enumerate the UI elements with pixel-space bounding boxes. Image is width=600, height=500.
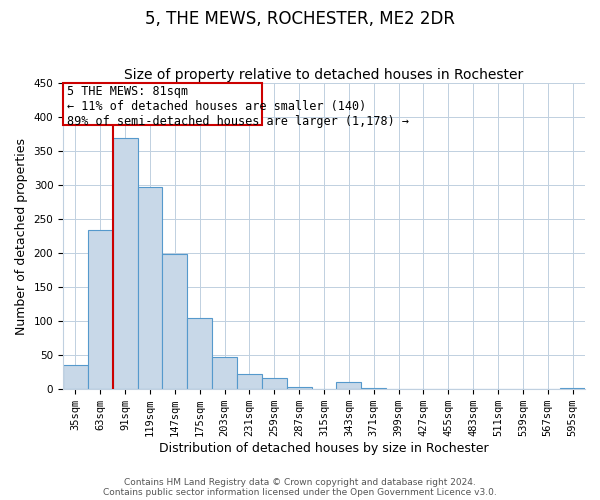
Bar	[137, 186, 163, 389]
Bar	[262, 378, 287, 389]
Bar	[361, 388, 386, 389]
Title: Size of property relative to detached houses in Rochester: Size of property relative to detached ho…	[124, 68, 524, 82]
Text: Contains HM Land Registry data © Crown copyright and database right 2024.
Contai: Contains HM Land Registry data © Crown c…	[103, 478, 497, 497]
X-axis label: Distribution of detached houses by size in Rochester: Distribution of detached houses by size …	[159, 442, 489, 455]
Bar	[187, 318, 212, 389]
Bar	[113, 138, 137, 389]
Text: 5, THE MEWS, ROCHESTER, ME2 2DR: 5, THE MEWS, ROCHESTER, ME2 2DR	[145, 10, 455, 28]
Y-axis label: Number of detached properties: Number of detached properties	[15, 138, 28, 334]
Bar	[88, 230, 113, 389]
Bar	[63, 83, 262, 126]
Text: 5 THE MEWS: 81sqm
← 11% of detached houses are smaller (140)
89% of semi-detache: 5 THE MEWS: 81sqm ← 11% of detached hous…	[67, 84, 409, 128]
Bar	[212, 358, 237, 389]
Bar	[287, 386, 311, 389]
Bar	[560, 388, 585, 389]
Bar	[237, 374, 262, 389]
Bar	[163, 254, 187, 389]
Bar	[63, 364, 88, 389]
Bar	[337, 382, 361, 389]
